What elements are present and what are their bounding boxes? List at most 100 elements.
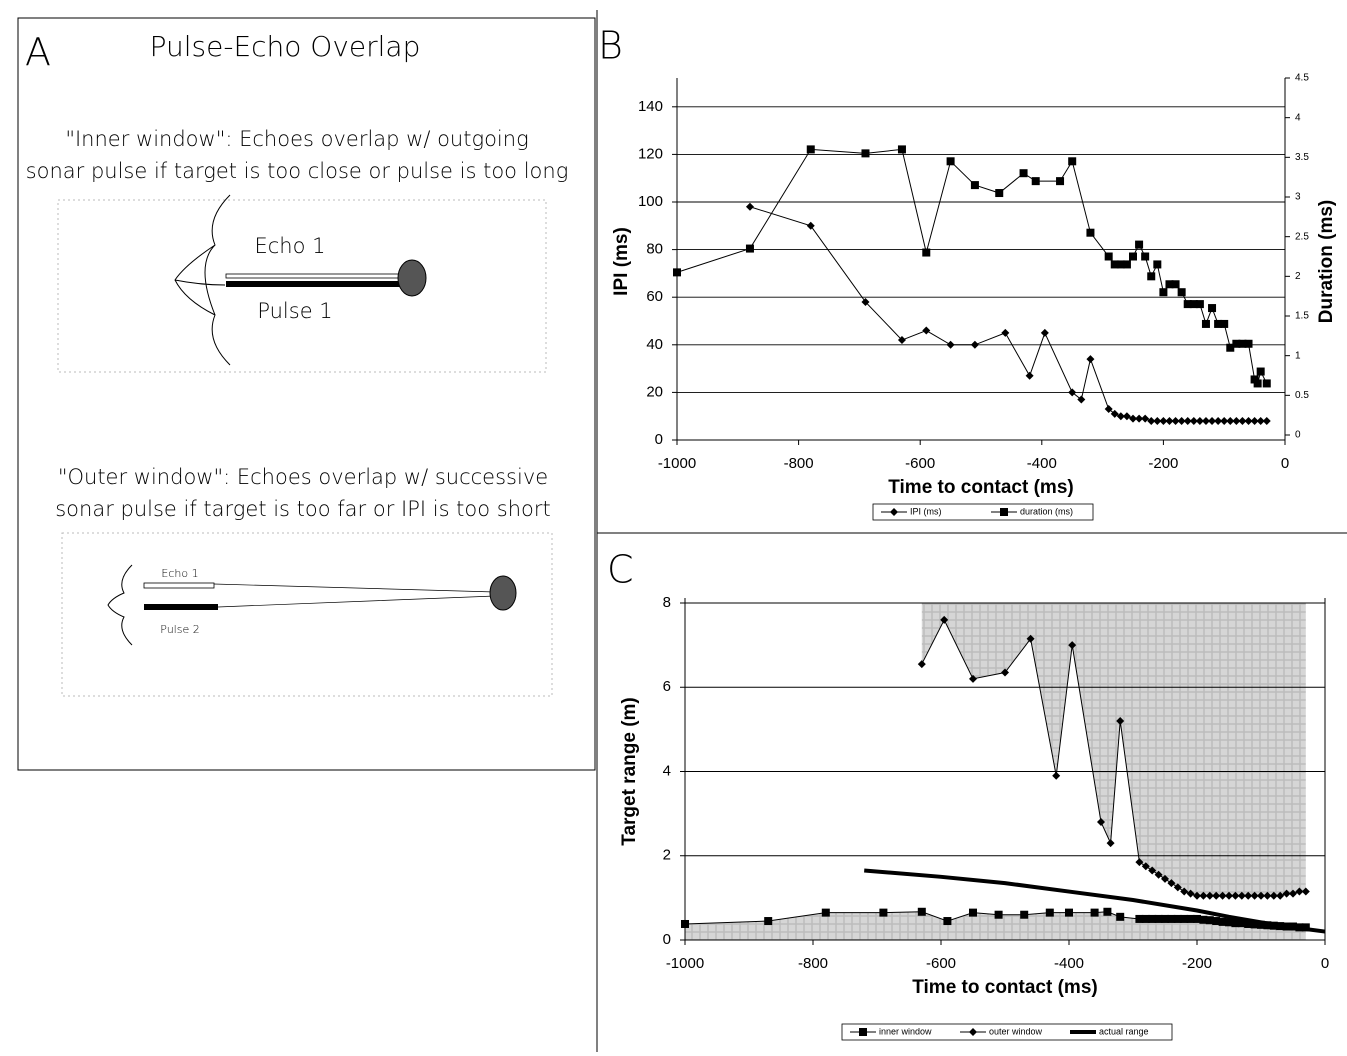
bat bbox=[175, 195, 230, 365]
y2-tick-label: 2 bbox=[1295, 271, 1301, 282]
data-point bbox=[918, 660, 926, 668]
data-point bbox=[1178, 288, 1186, 296]
data-point bbox=[1263, 417, 1271, 425]
x-tick-label: 0 bbox=[1281, 455, 1289, 472]
y2-tick-label: 2.5 bbox=[1295, 231, 1309, 242]
data-point bbox=[1105, 253, 1113, 261]
data-point bbox=[859, 1028, 867, 1036]
data-point bbox=[922, 249, 930, 257]
y2-tick-label: 0.5 bbox=[1295, 390, 1309, 401]
x-tick-label: -400 bbox=[1027, 455, 1057, 472]
y-tick-label: 140 bbox=[638, 98, 663, 115]
data-point bbox=[918, 908, 926, 916]
data-point bbox=[1026, 372, 1034, 380]
data-point bbox=[947, 157, 955, 165]
data-point bbox=[1091, 909, 1099, 917]
series-line bbox=[750, 207, 1267, 421]
x-tick-label: -400 bbox=[1054, 955, 1084, 972]
data-point bbox=[1141, 253, 1149, 261]
echo-bar bbox=[144, 583, 214, 588]
y2-tick-label: 1 bbox=[1295, 350, 1301, 361]
data-point bbox=[1020, 169, 1028, 177]
data-point bbox=[1052, 772, 1060, 780]
data-point bbox=[922, 327, 930, 335]
data-point bbox=[879, 909, 887, 917]
data-point bbox=[1254, 379, 1262, 387]
y-tick-label: 100 bbox=[638, 193, 663, 210]
data-point bbox=[1129, 253, 1137, 261]
data-point bbox=[746, 203, 754, 211]
data-point bbox=[746, 245, 754, 253]
x-tick-label: -200 bbox=[1148, 455, 1178, 472]
pulse-label: Pulse 2 bbox=[160, 623, 199, 636]
echo-path bbox=[214, 584, 495, 607]
y-tick-label: 20 bbox=[646, 383, 663, 400]
data-point bbox=[1001, 329, 1009, 337]
legend-label: IPI (ms) bbox=[910, 506, 942, 516]
y-tick-label: 0 bbox=[655, 431, 663, 448]
caption: "Inner window": Echoes overlap w/ outgoi… bbox=[65, 127, 528, 151]
data-point bbox=[1263, 379, 1271, 387]
data-point bbox=[995, 911, 1003, 919]
panel-label: B bbox=[598, 24, 623, 68]
data-point bbox=[1046, 909, 1054, 917]
data-point bbox=[861, 149, 869, 157]
data-point bbox=[1065, 909, 1073, 917]
data-point bbox=[971, 341, 979, 349]
y-tick-label: 60 bbox=[646, 288, 663, 305]
data-point bbox=[1103, 908, 1111, 916]
y2-tick-label: 1.5 bbox=[1295, 311, 1309, 322]
pulse-label: Pulse 1 bbox=[257, 299, 332, 323]
y-tick-label: 8 bbox=[663, 594, 671, 611]
y-axis-title: IPI (ms) bbox=[611, 227, 632, 296]
x-tick-label: -1000 bbox=[666, 955, 704, 972]
caption: "Outer window": Echoes overlap w/ succes… bbox=[58, 465, 548, 489]
data-point bbox=[1116, 913, 1124, 921]
x-tick-label: -200 bbox=[1182, 955, 1212, 972]
data-point bbox=[1135, 241, 1143, 249]
target bbox=[398, 260, 426, 296]
data-point bbox=[1020, 911, 1028, 919]
data-point bbox=[1086, 229, 1094, 237]
data-point bbox=[1220, 320, 1228, 328]
legend-label: duration (ms) bbox=[1020, 506, 1073, 516]
echo-bar bbox=[226, 274, 406, 278]
figure: A Pulse-Echo Overlap "Inner window": Ech… bbox=[0, 0, 1347, 1052]
data-point bbox=[807, 222, 815, 230]
y2-tick-label: 3.5 bbox=[1295, 152, 1309, 163]
data-point bbox=[1056, 177, 1064, 185]
y-tick-label: 4 bbox=[663, 762, 671, 779]
panel-label: A bbox=[25, 31, 51, 75]
y2-tick-label: 0 bbox=[1295, 430, 1301, 441]
legend-label: outer window bbox=[989, 1026, 1043, 1036]
data-point bbox=[947, 341, 955, 349]
data-point bbox=[1208, 304, 1216, 312]
data-point bbox=[1172, 280, 1180, 288]
echo-label: Echo 1 bbox=[254, 234, 325, 258]
y2-tick-label: 4 bbox=[1295, 112, 1301, 123]
data-point bbox=[673, 268, 681, 276]
pulse-bar bbox=[226, 281, 406, 287]
y-tick-label: 40 bbox=[646, 336, 663, 353]
charts: B02040608010012014000.511.522.533.544.5-… bbox=[598, 24, 1337, 1041]
x-axis-title: Time to contact (ms) bbox=[888, 477, 1073, 498]
x-tick-label: -1000 bbox=[658, 455, 696, 472]
data-point bbox=[1202, 320, 1210, 328]
bat bbox=[108, 565, 132, 645]
data-point bbox=[1068, 157, 1076, 165]
data-point bbox=[969, 909, 977, 917]
data-point bbox=[1041, 329, 1049, 337]
y-axis-title: Target range (m) bbox=[619, 697, 640, 846]
data-point bbox=[1000, 508, 1008, 516]
legend-label: actual range bbox=[1099, 1026, 1149, 1036]
x-axis-title: Time to contact (ms) bbox=[912, 977, 1097, 998]
data-point bbox=[1196, 300, 1204, 308]
data-point bbox=[681, 920, 689, 928]
data-point bbox=[1032, 177, 1040, 185]
x-tick-label: -800 bbox=[784, 455, 814, 472]
y-tick-label: 6 bbox=[663, 678, 671, 695]
x-tick-label: -600 bbox=[905, 455, 935, 472]
data-point bbox=[807, 145, 815, 153]
data-point bbox=[1123, 260, 1131, 268]
x-tick-label: 0 bbox=[1321, 955, 1329, 972]
